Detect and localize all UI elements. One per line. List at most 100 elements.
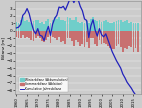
Bar: [137, 31, 139, 52]
Bar: [118, 20, 119, 31]
Bar: [62, 31, 64, 40]
Bar: [90, 31, 92, 38]
Bar: [50, 31, 51, 43]
Bar: [47, 31, 49, 37]
Bar: [52, 31, 54, 37]
Bar: [88, 31, 90, 48]
Bar: [113, 22, 115, 31]
Bar: [122, 31, 124, 52]
Bar: [18, 31, 19, 38]
Bar: [107, 31, 109, 46]
Bar: [73, 20, 75, 31]
Bar: [69, 18, 71, 31]
Bar: [77, 31, 79, 42]
Bar: [96, 21, 98, 31]
Bar: [28, 31, 30, 38]
Bar: [101, 22, 102, 31]
Bar: [116, 31, 117, 46]
Bar: [39, 31, 41, 38]
Bar: [64, 21, 66, 31]
Bar: [43, 31, 45, 42]
Bar: [56, 31, 58, 40]
Bar: [41, 22, 43, 31]
Bar: [35, 31, 36, 38]
Bar: [37, 20, 39, 31]
Bar: [92, 31, 94, 38]
Bar: [73, 31, 75, 46]
Bar: [109, 23, 111, 31]
Bar: [56, 19, 58, 31]
Bar: [109, 31, 111, 48]
Bar: [67, 31, 68, 38]
Bar: [128, 31, 130, 46]
Bar: [20, 20, 22, 31]
Bar: [86, 31, 88, 42]
Bar: [54, 17, 56, 31]
Bar: [124, 21, 126, 31]
Bar: [69, 31, 71, 38]
Bar: [107, 22, 109, 31]
Bar: [75, 31, 77, 40]
Bar: [116, 21, 117, 31]
Bar: [28, 22, 30, 31]
Bar: [30, 31, 32, 40]
Bar: [90, 19, 92, 31]
Bar: [94, 31, 96, 44]
Bar: [62, 20, 64, 31]
Bar: [54, 31, 56, 38]
Bar: [92, 17, 94, 31]
Bar: [33, 21, 34, 31]
Bar: [45, 21, 47, 31]
Bar: [71, 20, 73, 31]
Bar: [50, 23, 51, 31]
Bar: [45, 31, 47, 40]
Bar: [99, 31, 100, 40]
Bar: [58, 31, 60, 37]
Bar: [64, 31, 66, 44]
Bar: [39, 23, 41, 31]
Bar: [120, 31, 122, 47]
Bar: [132, 23, 134, 31]
Bar: [16, 31, 17, 37]
Bar: [124, 31, 126, 48]
Bar: [130, 31, 132, 47]
Bar: [58, 17, 60, 31]
Bar: [35, 20, 36, 31]
Bar: [75, 17, 77, 31]
Bar: [126, 31, 128, 49]
Bar: [101, 31, 102, 44]
Bar: [103, 21, 105, 31]
Bar: [16, 22, 17, 31]
Bar: [135, 31, 136, 48]
Bar: [137, 23, 139, 31]
Bar: [120, 20, 122, 31]
Bar: [103, 31, 105, 43]
Bar: [113, 31, 115, 49]
Bar: [22, 17, 24, 31]
Bar: [52, 20, 54, 31]
Bar: [24, 21, 26, 31]
Bar: [77, 22, 79, 31]
Bar: [26, 20, 28, 31]
Bar: [118, 31, 119, 44]
Bar: [37, 31, 39, 36]
Y-axis label: Bilanz [m]: Bilanz [m]: [1, 37, 5, 59]
Bar: [41, 31, 43, 40]
Bar: [60, 20, 62, 31]
Bar: [84, 23, 85, 31]
Bar: [43, 24, 45, 31]
Bar: [126, 20, 128, 31]
Bar: [24, 31, 26, 38]
Bar: [60, 31, 62, 42]
Bar: [88, 23, 90, 31]
Bar: [47, 19, 49, 31]
Bar: [18, 23, 19, 31]
Bar: [20, 31, 22, 38]
Bar: [82, 31, 83, 44]
Legend: Winterbilanz (Akkumulation), Sommerbilanz (Ablation), Kumulative Jahresbilanz: Winterbilanz (Akkumulation), Sommerbilan…: [19, 77, 68, 92]
Bar: [135, 23, 136, 31]
Bar: [111, 23, 113, 31]
Bar: [94, 20, 96, 31]
Bar: [105, 20, 107, 31]
Bar: [105, 31, 107, 44]
